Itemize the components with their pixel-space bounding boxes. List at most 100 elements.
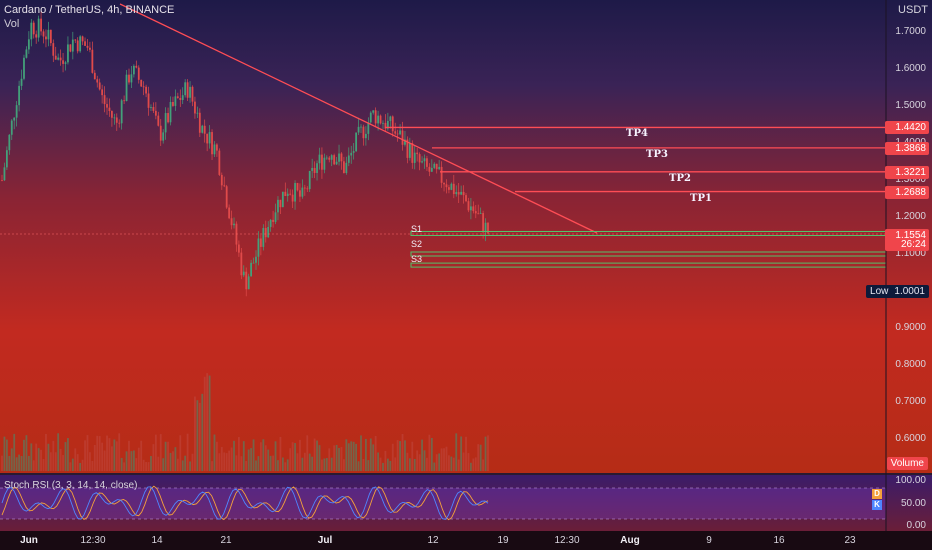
candle xyxy=(252,257,255,264)
candle xyxy=(259,234,262,256)
volume-bar xyxy=(128,440,130,471)
time-label: 12 xyxy=(427,535,439,546)
volume-bar xyxy=(96,435,99,471)
volume-bar xyxy=(213,434,216,471)
volume-bar xyxy=(325,458,328,471)
volume-bar xyxy=(228,450,231,471)
candle xyxy=(194,96,196,119)
symbol-title[interactable]: Cardano / TetherUS, 4h, BINANCE xyxy=(4,4,175,16)
stoch-rsi-title[interactable]: Stoch RSI (3, 3, 14, 14, close) xyxy=(4,480,138,491)
time-label: 12:30 xyxy=(554,535,580,546)
downtrend-line[interactable] xyxy=(119,3,598,234)
take-profit-lines[interactable] xyxy=(385,126,886,193)
candle xyxy=(157,111,160,127)
volume-bar xyxy=(25,435,28,471)
volume-bar xyxy=(208,375,211,471)
candle xyxy=(391,115,394,137)
candlesticks xyxy=(1,10,489,297)
candle xyxy=(389,115,392,129)
candle xyxy=(321,147,323,179)
candle xyxy=(120,98,123,130)
volume-bar xyxy=(316,440,318,471)
candle xyxy=(10,119,13,140)
candle xyxy=(47,21,50,47)
symbol-title-bar[interactable]: Cardano / TetherUS, 4h, BINANCE xyxy=(4,4,174,16)
candle xyxy=(110,110,113,127)
volume-bar xyxy=(225,453,228,471)
candle xyxy=(123,95,126,104)
volume-bar xyxy=(421,439,423,471)
volume-bar xyxy=(330,457,333,471)
currency-label[interactable]: USDT xyxy=(898,4,928,16)
volume-bar xyxy=(435,454,438,471)
candle xyxy=(189,81,191,103)
candle xyxy=(54,46,57,60)
candle xyxy=(364,126,367,146)
candle xyxy=(52,39,55,63)
volume-bar xyxy=(15,457,18,471)
volume-bar xyxy=(120,457,123,471)
volume-bar xyxy=(125,451,128,471)
volume-bar xyxy=(401,433,404,471)
candle xyxy=(98,78,101,91)
candle xyxy=(262,224,265,251)
time-axis[interactable] xyxy=(0,531,932,550)
candle xyxy=(367,117,370,141)
volume-bar xyxy=(20,456,23,471)
price-tick: 1.5000 xyxy=(895,100,926,111)
volume-bar xyxy=(299,439,301,471)
candle xyxy=(406,136,409,164)
volume-bar xyxy=(211,461,213,471)
candle xyxy=(411,140,414,169)
volume-bar xyxy=(108,438,111,471)
candle xyxy=(67,36,69,65)
candle xyxy=(460,185,463,196)
volume-bar xyxy=(269,455,272,471)
volume-bar xyxy=(479,444,482,471)
volume-bar xyxy=(223,452,226,471)
volume-indicator-label[interactable]: Vol xyxy=(4,18,20,30)
volume-bar xyxy=(57,433,60,471)
candle xyxy=(147,86,150,116)
candle xyxy=(357,117,360,135)
candle xyxy=(308,170,311,193)
volume-bar xyxy=(157,456,160,471)
volume-bar xyxy=(240,456,243,471)
volume-bar xyxy=(374,435,377,471)
volume-bar xyxy=(164,441,167,471)
candle xyxy=(250,259,253,277)
candle xyxy=(343,156,345,174)
volume-bar xyxy=(103,450,106,471)
candle xyxy=(325,155,328,160)
volume-bar xyxy=(428,434,431,471)
volume-bar xyxy=(198,402,201,471)
volume-bar xyxy=(10,448,13,471)
volume-bar xyxy=(306,435,309,471)
candle xyxy=(399,124,401,136)
candle xyxy=(306,186,309,192)
volume-bar xyxy=(482,459,485,471)
volume-bar xyxy=(418,454,421,471)
candle xyxy=(64,60,67,71)
volume-bar xyxy=(404,440,406,471)
candle xyxy=(211,129,213,160)
volume-bar xyxy=(86,435,89,471)
volume-bar xyxy=(465,436,467,471)
volume-bar xyxy=(377,452,380,471)
candle xyxy=(257,231,260,266)
candle xyxy=(20,69,23,91)
time-label: 9 xyxy=(706,535,712,546)
volume-bar xyxy=(267,449,270,471)
price-tick: 1.6000 xyxy=(895,63,926,74)
candle xyxy=(23,54,25,81)
volume-bar xyxy=(13,433,16,471)
volume-bar xyxy=(220,447,223,471)
volume-bar xyxy=(140,440,143,471)
volume-bar xyxy=(27,455,30,471)
candle xyxy=(318,147,321,170)
candle xyxy=(299,183,301,203)
candle xyxy=(15,101,18,127)
volume-bar xyxy=(362,458,365,471)
volume-bar xyxy=(47,443,50,471)
